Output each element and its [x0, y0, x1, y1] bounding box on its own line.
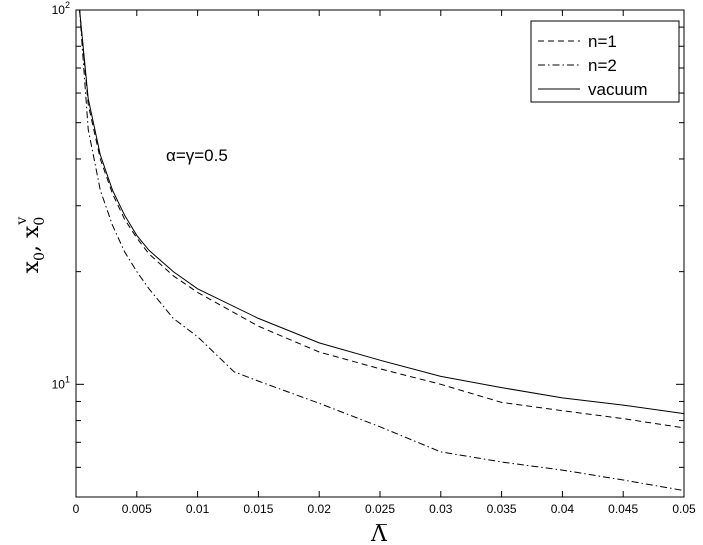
x-tick-label: 0.005 — [122, 502, 152, 516]
y-tick-label: 101 — [52, 374, 70, 391]
series-group — [79, 9, 685, 492]
x-tick-label: 0.04 — [551, 502, 575, 516]
x-tick-label: 0.025 — [365, 502, 395, 516]
parameter-annotation: α=γ=0.5 — [166, 146, 228, 165]
legend-label-vacuum: vacuum — [588, 80, 648, 99]
x-axis-label: Λ̅ — [370, 522, 388, 545]
series-n1-line — [79, 9, 685, 429]
x-tick-label: 0 — [73, 502, 80, 516]
legend: n=1 n=2 vacuum — [530, 20, 680, 103]
axes: 0 0.005 0.01 0.015 0.02 0.025 0.03 0.035 0.04 0.0… — [52, 0, 696, 516]
x-tick-label: 0.015 — [243, 502, 273, 516]
x-tick-label: 0.045 — [608, 502, 638, 516]
x-tick-label: 0.02 — [308, 502, 332, 516]
x-tick-label: 0.035 — [487, 502, 517, 516]
legend-label-n2: n=2 — [588, 56, 617, 75]
series-vacuum-line — [79, 9, 685, 415]
y-axis-label: x0, x0v — [14, 217, 48, 274]
x-tick-label: 0.01 — [186, 502, 210, 516]
x-tick-label: 0.03 — [429, 502, 453, 516]
legend-label-n1: n=1 — [588, 32, 617, 51]
y-tick-label: 102 — [52, 0, 70, 17]
x-tick-label: 0.05 — [672, 502, 696, 516]
